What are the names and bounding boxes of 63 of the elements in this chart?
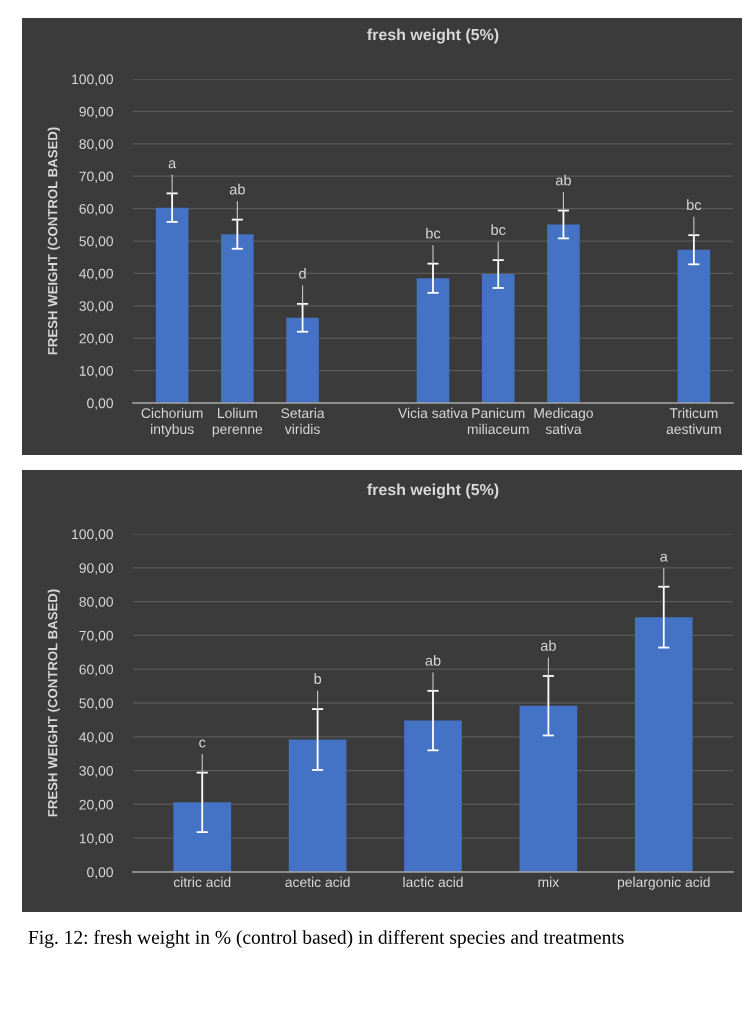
bar (288, 739, 347, 872)
caption: Fig. 12: fresh weight in % (control based) in different species and treatments (28, 930, 624, 948)
y-tick-label: 40,00 (79, 732, 114, 744)
y-tick-label: 30,00 (79, 765, 114, 778)
chart-title: fresh weight (5%) (367, 483, 499, 499)
x-tick-label: Vicia sativa (398, 407, 468, 419)
bar (155, 207, 189, 403)
annotation: b (314, 673, 322, 684)
bar (173, 802, 232, 872)
annotation: ab (540, 640, 556, 651)
y-tick-label: 20,00 (79, 333, 114, 346)
y-tick-label: 100,00 (72, 74, 114, 86)
y-tick-label: 60,00 (79, 664, 114, 677)
data-label: d (299, 268, 306, 279)
bar (519, 705, 578, 872)
data-label: a (168, 160, 177, 169)
y-tick-label: 30,00 (79, 301, 114, 313)
y-tick-label: 90,00 (79, 106, 114, 119)
y-tick-label: 70,00 (79, 630, 114, 643)
y-axis-title: FRESH WEIGHT (CONTROL BASED) (47, 127, 60, 355)
x-tick-label: mix (538, 876, 560, 887)
data-label: ab (555, 174, 571, 186)
y-tick-label: 0,00 (87, 867, 114, 879)
chart-title: fresh weight (5%) (367, 28, 499, 44)
data-label: bc (491, 224, 506, 236)
x-tick-label: pelargonic acid (617, 876, 710, 890)
x-tick-label: acetic acid (285, 876, 350, 888)
x-tick-label: Lolium perenne (212, 407, 263, 437)
y-tick-label: 100,00 (72, 529, 114, 541)
y-tick-label: 40,00 (79, 268, 114, 281)
x-tick-label: Triticum aestivum (666, 407, 721, 435)
bar (416, 278, 450, 403)
bar (286, 317, 319, 403)
annotation: c (199, 739, 206, 748)
y-tick-label: 70,00 (79, 171, 114, 184)
x-tick-label: Cichorium intybus (141, 407, 203, 437)
y-tick-label: 80,00 (79, 139, 114, 151)
y-tick-label: 20,00 (79, 799, 114, 812)
y-tick-label: 60,00 (79, 203, 114, 216)
x-tick-label: Medicago sativa (534, 407, 593, 435)
bar (404, 720, 462, 872)
bar (481, 274, 515, 403)
data-label: bc (426, 227, 441, 239)
annotation: a (660, 553, 668, 562)
x-tick-label: Setaria viridis (281, 407, 325, 435)
bar (677, 249, 711, 403)
y-tick-label: 50,00 (79, 698, 114, 710)
y-tick-label: 50,00 (79, 236, 114, 248)
y-tick-label: 10,00 (79, 365, 114, 378)
data-label: bc (687, 199, 702, 211)
data-label: ab (229, 183, 245, 195)
x-tick-label: citric acid (173, 876, 231, 888)
x-tick-label: lactic acid (403, 876, 463, 888)
x-tick-label: Panicum miliaceum (467, 407, 529, 435)
annotation: ab (425, 655, 441, 666)
y-axis-title: FRESH WEIGHT (CONTROL BASED) (47, 589, 60, 817)
y-tick-label: 10,00 (79, 833, 114, 846)
bar (547, 224, 580, 403)
y-tick-label: 90,00 (79, 563, 114, 575)
bar (221, 234, 254, 403)
bar (634, 617, 693, 872)
y-tick-label: 80,00 (79, 596, 114, 609)
y-tick-label: 0,00 (87, 398, 114, 410)
